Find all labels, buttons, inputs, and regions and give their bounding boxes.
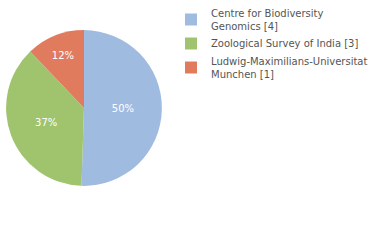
svg-text:Zoological Survey of India [3]: Zoological Survey of India [3] xyxy=(211,38,358,49)
svg-text:Centre for BiodiversityGenomic: Centre for BiodiversityGenomics [4] xyxy=(211,8,324,32)
svg-text:Ludwig-Maximilians-Universitat: Ludwig-Maximilians-UniversitatMunchen [1… xyxy=(211,56,367,80)
svg-text:50%: 50% xyxy=(112,103,134,114)
svg-text:12%: 12% xyxy=(52,50,74,61)
svg-text:37%: 37% xyxy=(35,117,57,128)
